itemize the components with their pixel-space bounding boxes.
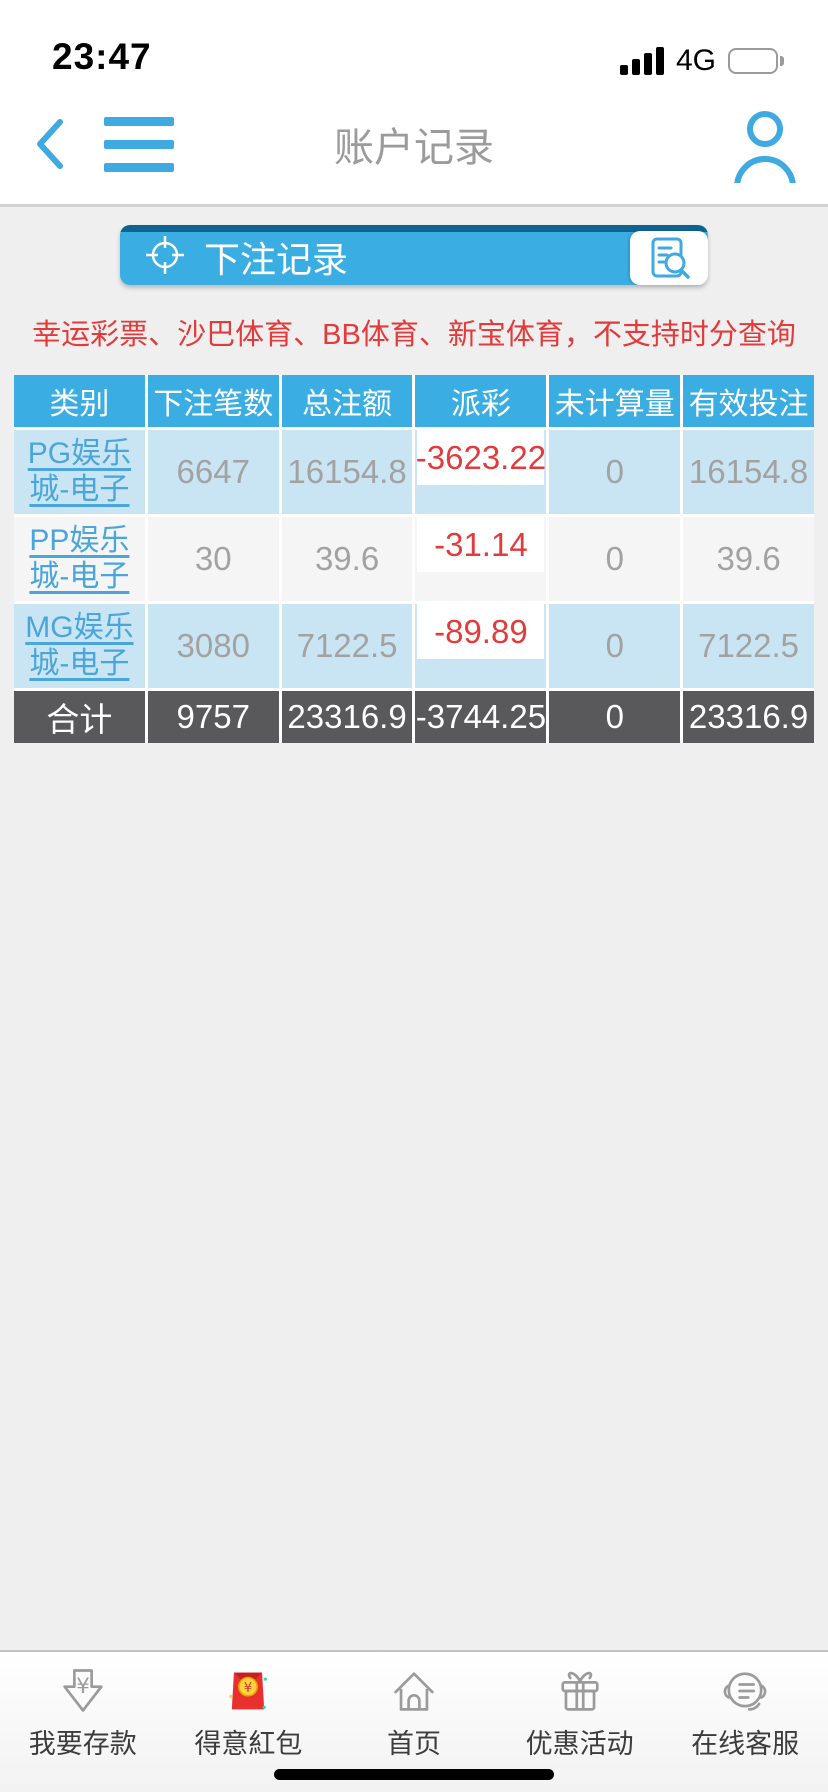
unsupported-notice: 幸运彩票、沙巴体育、BB体育、新宝体育，不支持时分查询 [32, 319, 796, 351]
table-totals-row: 合计 9757 23316.9 -3744.25 0 23316.9 [14, 691, 814, 743]
red-packet-icon: ¥ [229, 1672, 268, 1710]
table-header-row: 类别 下注笔数 总注额 派彩 未计算量 有效投注 [14, 375, 814, 427]
nav-item-customer-service[interactable]: 在线客服 [662, 1652, 828, 1792]
nav-item-red-packet[interactable]: ¥ 得意紅包 [166, 1652, 332, 1792]
app-header: 账户记录 [0, 84, 828, 204]
status-time: 23:47 [52, 36, 152, 77]
bet-records-table: 类别 下注笔数 总注额 派彩 未计算量 有效投注 PG娱乐城-电子 6647 161… [14, 375, 814, 743]
valid-bets-cell: 39.6 [683, 517, 814, 601]
uncalculated-cell: 0 [549, 517, 681, 601]
totals-total: 23316.9 [281, 691, 413, 743]
nav-item-home[interactable]: 首页 [331, 1652, 497, 1792]
category-link[interactable]: PG娱乐城-电子 [27, 437, 132, 506]
home-icon [394, 1672, 434, 1711]
hamburger-icon [104, 116, 174, 126]
payout-cell: -89.89 [415, 604, 547, 688]
category-link[interactable]: PP娱乐城-电子 [29, 524, 130, 593]
valid-bets-cell: 7122.5 [683, 604, 814, 688]
status-indicators: 4G [619, 44, 784, 78]
totals-bets: 9757 [147, 691, 279, 743]
column-header: 类别 [14, 375, 145, 427]
svg-text:¥: ¥ [244, 1681, 252, 1696]
user-icon [734, 111, 796, 183]
category-link[interactable]: MG娱乐城-电子 [25, 611, 134, 680]
nav-item-promotions[interactable]: 优惠活动 [497, 1652, 663, 1792]
uncalculated-cell: 0 [549, 430, 681, 514]
search-records-button[interactable] [630, 231, 708, 285]
column-header: 未计算量 [549, 375, 681, 427]
nav-label: 我要存款 [28, 1729, 137, 1759]
table-row: PP娱乐城-电子 30 39.6 -31.14 0 39.6 [14, 517, 814, 601]
category-cell: MG娱乐城-电子 [14, 604, 145, 688]
nav-label: 在线客服 [691, 1729, 800, 1759]
totals-uncalculated: 0 [549, 691, 681, 743]
uncalculated-cell: 0 [549, 604, 681, 688]
nav-item-deposit[interactable]: ¥ 我要存款 [0, 1652, 166, 1792]
bets-cell: 3080 [147, 604, 279, 688]
network-type-label: 4G [675, 44, 716, 77]
signal-strength-icon [619, 47, 664, 75]
table-body: PG娱乐城-电子 6647 16154.8 -3623.22 0 16154.8 PP娱乐城… [14, 430, 814, 688]
column-header: 派彩 [415, 375, 547, 427]
deposit-icon: ¥ [63, 1669, 103, 1712]
gift-icon [560, 1671, 599, 1711]
total-amount-cell: 39.6 [281, 517, 413, 601]
payout-value: -3623.22 [416, 430, 546, 486]
column-header: 下注笔数 [147, 375, 279, 427]
top-region: 23:47 4G 账户记录 [0, 0, 828, 207]
nav-label: 得意紅包 [194, 1729, 303, 1759]
total-amount-cell: 7122.5 [281, 604, 413, 688]
profile-button[interactable] [732, 105, 798, 183]
nav-label: 首页 [386, 1729, 441, 1759]
status-bar: 23:47 4G [0, 0, 828, 84]
payout-cell: -3623.22 [415, 430, 547, 514]
bets-cell: 6647 [147, 430, 279, 514]
bets-cell: 30 [147, 517, 279, 601]
totals-payout: -3744.25 [415, 691, 547, 743]
table-row: PG娱乐城-电子 6647 16154.8 -3623.22 0 16154.8 [14, 430, 814, 514]
bet-records-banner: 下注记录 [120, 225, 708, 285]
back-button[interactable] [30, 112, 74, 176]
column-header: 有效投注 [683, 375, 814, 427]
total-amount-cell: 16154.8 [281, 430, 413, 514]
payout-value: -89.89 [417, 604, 545, 660]
bottom-nav: ¥ 我要存款 ¥ 得意紅包 首页 优惠活 [0, 1650, 828, 1792]
banner-title: 下注记录 [204, 239, 349, 280]
column-header: 总注额 [281, 375, 413, 427]
home-indicator [274, 1769, 554, 1780]
category-cell: PG娱乐城-电子 [14, 430, 145, 514]
totals-category: 合计 [14, 691, 145, 743]
svg-text:¥: ¥ [76, 1674, 90, 1699]
customer-service-icon [723, 1672, 767, 1711]
table-row: MG娱乐城-电子 3080 7122.5 -89.89 0 7122.5 [14, 604, 814, 688]
valid-bets-cell: 16154.8 [683, 430, 814, 514]
document-search-icon [651, 237, 690, 279]
totals-valid: 23316.9 [683, 691, 814, 743]
payout-value: -31.14 [417, 517, 545, 573]
category-cell: PP娱乐城-电子 [14, 517, 145, 601]
chevron-left-icon [37, 119, 63, 169]
nav-label: 优惠活动 [525, 1729, 634, 1759]
battery-icon [728, 48, 784, 74]
menu-button[interactable] [104, 116, 174, 172]
crosshair-icon [146, 236, 184, 274]
payout-cell: -31.14 [415, 517, 547, 601]
